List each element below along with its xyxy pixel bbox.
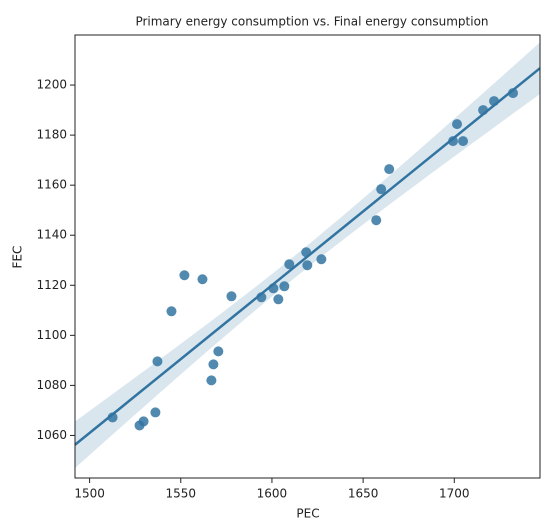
- point: [197, 274, 208, 285]
- point: [371, 215, 382, 226]
- point: [458, 136, 469, 147]
- x-tick-label: 1650: [348, 487, 379, 501]
- y-tick-label: 1100: [36, 328, 67, 342]
- point: [301, 247, 312, 258]
- point: [384, 164, 395, 175]
- point: [302, 260, 313, 271]
- point: [256, 292, 267, 303]
- y-tick-label: 1200: [36, 78, 67, 92]
- y-tick-label: 1180: [36, 128, 67, 142]
- x-tick-label: 1700: [439, 487, 470, 501]
- point: [138, 416, 149, 427]
- point: [150, 407, 161, 418]
- point: [179, 270, 190, 281]
- point: [268, 283, 279, 294]
- plot-frame: [74, 34, 541, 479]
- point: [166, 306, 177, 317]
- x-tick-label: 1600: [257, 487, 288, 501]
- point: [508, 88, 519, 99]
- y-tick-label: 1080: [36, 378, 67, 392]
- point: [448, 136, 459, 147]
- x-axis-label: PEC: [296, 507, 319, 521]
- point: [284, 259, 295, 270]
- chart-title: Primary energy consumption vs. Final ene…: [135, 15, 488, 29]
- y-tick-label: 1140: [36, 228, 67, 242]
- point: [226, 291, 237, 302]
- point: [478, 105, 489, 116]
- point: [279, 281, 290, 292]
- point: [107, 412, 118, 423]
- point: [452, 119, 463, 130]
- point: [152, 356, 163, 367]
- y-axis-label: FEC: [11, 246, 25, 269]
- y-tick-label: 1060: [36, 428, 67, 442]
- point: [273, 294, 284, 305]
- point: [316, 254, 327, 265]
- point: [376, 184, 387, 195]
- point: [206, 375, 217, 386]
- y-tick-label: 1160: [36, 178, 67, 192]
- point: [208, 359, 219, 370]
- point: [489, 96, 500, 107]
- y-tick-label: 1120: [36, 278, 67, 292]
- x-tick-label: 1500: [74, 487, 105, 501]
- x-tick-label: 1550: [165, 487, 196, 501]
- point: [213, 346, 224, 357]
